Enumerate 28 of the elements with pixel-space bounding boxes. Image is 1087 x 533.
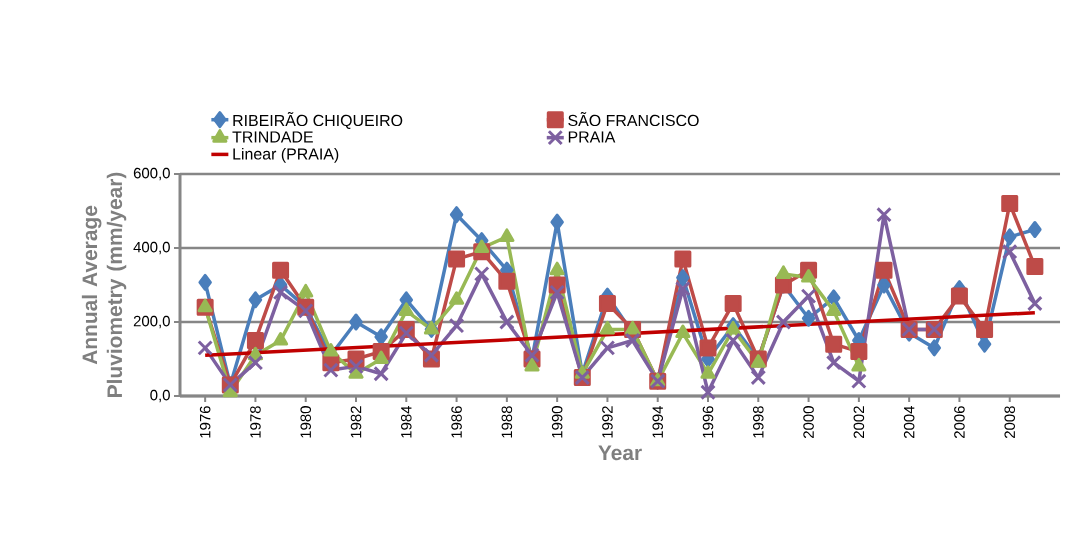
x-tick-label: 1996 bbox=[702, 406, 714, 438]
x-tick-label: 2000 bbox=[803, 406, 814, 438]
x-tick-label: 1988 bbox=[501, 406, 513, 438]
legend-label: SÃO FRANCISCO bbox=[568, 111, 699, 127]
y-tick-label: 400,0 bbox=[133, 241, 170, 255]
legend-label: TRINDADE bbox=[232, 131, 313, 143]
x-tick-label: 1992 bbox=[602, 406, 613, 438]
legend-label: RIBEIRÃO CHIQUEIRO bbox=[233, 111, 403, 129]
x-tick-label: 1986 bbox=[451, 406, 462, 438]
x-tick-label: 2002 bbox=[853, 406, 865, 438]
x-tick-label: 1982 bbox=[350, 406, 362, 438]
x-tick-label: 2008 bbox=[1004, 406, 1016, 438]
x-tick-label: 1984 bbox=[401, 405, 412, 438]
y-tick-label: 200,0 bbox=[133, 315, 170, 329]
x-tick-label: 1976 bbox=[199, 406, 211, 438]
y-axis-title: Annual Average Pluviometry (mm/year) bbox=[81, 172, 127, 397]
x-tick-label: 1994 bbox=[652, 405, 664, 438]
y-tick-label: 0,0 bbox=[150, 389, 170, 403]
y-tick-label: 600,0 bbox=[133, 167, 170, 181]
x-tick-label: 1978 bbox=[250, 406, 261, 438]
x-tick-label: 1998 bbox=[753, 406, 764, 438]
x-tick-label: 1990 bbox=[551, 406, 563, 438]
x-tick-label: 2006 bbox=[954, 406, 965, 438]
x-tick-label: 2004 bbox=[903, 405, 915, 438]
x-tick-label: 1980 bbox=[300, 406, 312, 438]
legend-label: PRAIA bbox=[568, 131, 616, 143]
x-axis-title: Year bbox=[598, 445, 642, 461]
legend-label: Linear (PRAIA) bbox=[233, 147, 339, 163]
